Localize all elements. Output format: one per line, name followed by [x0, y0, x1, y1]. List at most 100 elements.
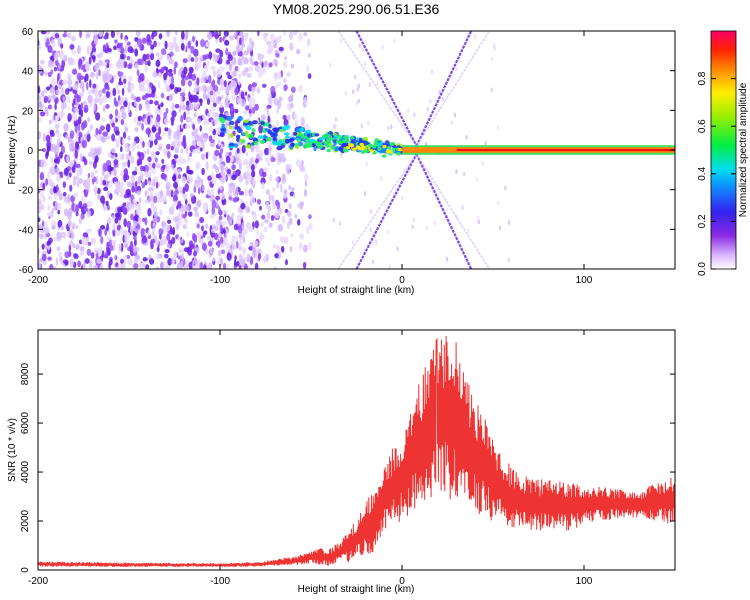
- noise-blob: [71, 68, 78, 75]
- noise-blob: [184, 199, 188, 205]
- noise-blob: [90, 171, 95, 180]
- noise-blob: [150, 44, 155, 50]
- noise-blob: [59, 256, 63, 262]
- noise-blob: [175, 223, 180, 231]
- noise-blob: [204, 54, 210, 60]
- echo-blob: [386, 145, 392, 150]
- noise-blob: [282, 114, 287, 120]
- noise-blob: [244, 67, 249, 73]
- noise-blob: [86, 209, 92, 218]
- noise-blob: [127, 75, 133, 82]
- noise-blob: [92, 152, 96, 161]
- noise-blob: [113, 159, 119, 165]
- echo-blob: [314, 133, 320, 137]
- noise-blob: [39, 59, 45, 65]
- noise-blob: [98, 228, 102, 237]
- snr-series-line: [38, 335, 675, 568]
- y-tick-label: -40: [19, 225, 34, 236]
- noise-blob: [74, 125, 78, 133]
- noise-blob: [156, 135, 162, 141]
- noise-blob: [232, 123, 235, 131]
- echo-blob: [385, 149, 391, 154]
- noise-blob: [144, 190, 148, 196]
- noise-blob: [67, 33, 71, 38]
- noise-blob: [113, 188, 118, 195]
- noise-blob: [147, 156, 152, 163]
- noise-blob: [211, 199, 217, 208]
- noise-blob: [54, 167, 60, 175]
- noise-blob: [196, 77, 200, 86]
- noise-blob: [212, 163, 217, 169]
- noise-blob: [491, 56, 494, 62]
- noise-blob: [120, 171, 125, 177]
- noise-blob: [363, 191, 367, 196]
- noise-blob: [151, 32, 155, 40]
- noise-blob: [43, 71, 49, 76]
- noise-blob: [161, 235, 167, 245]
- echo-blob: [292, 131, 298, 136]
- noise-blob: [60, 87, 64, 95]
- noise-blob: [145, 53, 150, 60]
- noise-blob: [290, 86, 296, 94]
- noise-blob: [101, 117, 106, 122]
- y-tick-label: 4000: [20, 460, 31, 483]
- noise-blob: [59, 52, 65, 61]
- noise-blob: [173, 194, 178, 203]
- noise-blob: [248, 66, 254, 72]
- noise-blob: [245, 152, 249, 157]
- noise-blob: [288, 202, 292, 210]
- noise-blob: [157, 82, 161, 89]
- noise-blob: [334, 123, 337, 129]
- noise-blob: [151, 126, 157, 132]
- y-tick-label: 8000: [20, 363, 31, 386]
- noise-blob: [111, 214, 116, 220]
- noise-blob: [200, 153, 206, 161]
- noise-blob: [87, 200, 93, 208]
- echo-blob: [397, 147, 403, 152]
- noise-blob: [272, 201, 276, 210]
- noise-blob: [193, 206, 199, 212]
- noise-blob: [47, 104, 52, 110]
- echo-blob: [228, 142, 235, 147]
- noise-blob: [246, 72, 250, 78]
- echo-blob: [379, 141, 384, 147]
- noise-blob: [54, 191, 57, 201]
- echo-blob: [303, 144, 308, 149]
- echo-blob: [243, 119, 249, 124]
- noise-blob: [218, 215, 223, 221]
- noise-blob: [142, 235, 148, 244]
- noise-blob: [222, 262, 227, 269]
- noise-blob: [371, 259, 375, 265]
- noise-blob: [73, 175, 79, 180]
- noise-blob: [105, 135, 110, 140]
- noise-blob: [274, 252, 279, 259]
- noise-blob: [238, 163, 242, 171]
- noise-blob: [158, 33, 163, 40]
- noise-blob: [229, 35, 235, 41]
- noise-blob: [72, 222, 76, 229]
- noise-blob: [231, 212, 235, 218]
- noise-blob: [155, 59, 161, 68]
- noise-blob: [176, 87, 182, 93]
- noise-blob: [77, 45, 81, 54]
- noise-blob: [119, 227, 124, 236]
- noise-blob: [75, 225, 79, 230]
- noise-blob: [254, 262, 259, 269]
- noise-blob: [185, 31, 189, 40]
- noise-blob: [255, 228, 259, 236]
- noise-blob: [213, 54, 219, 62]
- noise-blob: [155, 237, 159, 247]
- noise-blob: [88, 56, 92, 65]
- noise-blob: [270, 157, 276, 163]
- noise-blob: [121, 87, 125, 96]
- noise-blob: [445, 256, 449, 262]
- noise-blob: [283, 31, 286, 37]
- noise-blob: [206, 32, 213, 40]
- noise-blob: [119, 42, 123, 47]
- noise-blob: [290, 232, 294, 238]
- noise-blob: [171, 41, 178, 49]
- noise-blob: [164, 265, 169, 269]
- noise-blob: [139, 196, 142, 204]
- noise-blob: [165, 31, 171, 37]
